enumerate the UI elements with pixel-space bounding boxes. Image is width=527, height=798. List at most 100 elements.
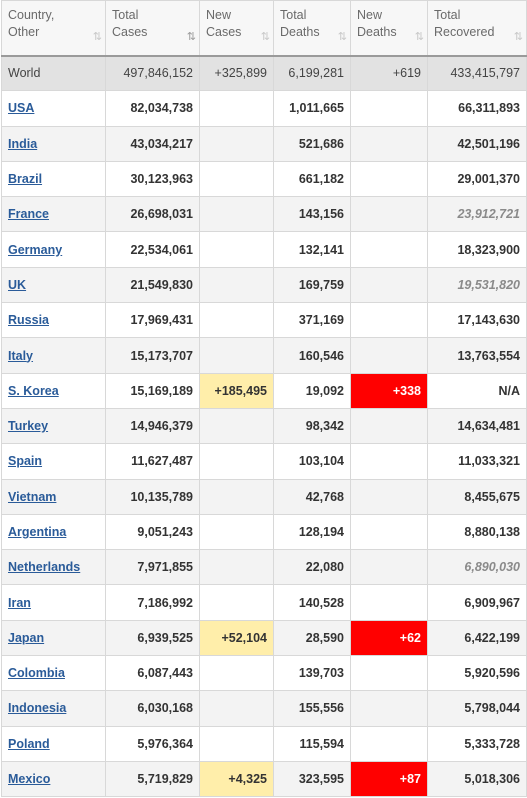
sort-icon[interactable]: ⇅ — [337, 30, 347, 43]
column-header-label: Total Deaths — [280, 8, 320, 39]
country-cell: Italy — [1, 337, 106, 374]
total-cases-cell: 9,051,243 — [105, 513, 200, 551]
table-row: Netherlands 7,971,855 22,080 6,890,030 — [1, 549, 527, 586]
total-recovered-cell: 23,912,721 — [427, 196, 527, 233]
country-cell: Mexico — [1, 760, 106, 798]
total-cases-cell: 21,549,830 — [105, 266, 200, 304]
total-deaths-cell: 28,590 — [273, 619, 351, 657]
country-cell: Iran — [1, 584, 106, 621]
total-recovered-cell: 11,033,321 — [427, 443, 527, 480]
column-header-total-cases[interactable]: Total Cases ⇅ — [105, 0, 200, 56]
header-row: Country, Other ⇅ Total Cases ⇅ New Cases ⇅ … — [1, 0, 527, 56]
country-link[interactable]: Russia — [8, 313, 49, 328]
table-row: Colombia 6,087,443 139,703 5,920,596 — [1, 655, 527, 692]
sort-icon[interactable]: ⇅ — [414, 30, 424, 43]
total-cases-cell: 17,969,431 — [105, 302, 200, 339]
country-link[interactable]: S. Korea — [8, 383, 59, 398]
total-cases-cell: 22,534,061 — [105, 231, 200, 268]
total-deaths-cell: 371,169 — [273, 302, 351, 339]
country-link[interactable]: India — [8, 136, 38, 151]
total-recovered-cell: 6,422,199 — [427, 619, 527, 657]
country-link[interactable]: Japan — [8, 630, 45, 645]
column-header-new-cases[interactable]: New Cases ⇅ — [199, 0, 274, 56]
country-link[interactable]: Brazil — [8, 172, 43, 187]
table-row: Argentina 9,051,243 128,194 8,880,138 — [1, 513, 527, 551]
column-header-total-deaths[interactable]: Total Deaths ⇅ — [273, 0, 351, 56]
table-row: USA 82,034,738 1,011,665 66,311,893 — [1, 90, 527, 127]
new-cases-cell — [199, 160, 274, 198]
new-cases-cell — [199, 443, 274, 480]
country-link[interactable]: France — [8, 207, 49, 222]
total-recovered-cell: 5,798,044 — [427, 690, 527, 727]
table-row: Turkey 14,946,379 98,342 14,634,481 — [1, 407, 527, 445]
total-recovered-cell: 66,311,893 — [427, 90, 527, 127]
total-cases-cell: 6,087,443 — [105, 655, 200, 692]
world-total-recovered: 433,415,797 — [427, 54, 527, 92]
total-cases-cell: 26,698,031 — [105, 196, 200, 233]
country-link[interactable]: UK — [8, 277, 27, 292]
total-deaths-cell: 115,594 — [273, 725, 351, 762]
country-cell: Brazil — [1, 160, 106, 198]
country-link[interactable]: Germany — [8, 242, 63, 257]
country-link[interactable]: Mexico — [8, 772, 51, 787]
column-header-label: Country, Other — [8, 8, 55, 39]
total-recovered-cell: 29,001,370 — [427, 160, 527, 198]
new-deaths-cell — [350, 584, 428, 621]
total-cases-cell: 5,719,829 — [105, 760, 200, 798]
total-cases-cell: 82,034,738 — [105, 90, 200, 127]
total-recovered-cell: 5,018,306 — [427, 760, 527, 798]
country-cell: Colombia — [1, 655, 106, 692]
world-new-cases: +325,899 — [199, 54, 274, 92]
table-row: Vietnam 10,135,789 42,768 8,455,675 — [1, 478, 527, 515]
sort-desc-icon[interactable]: ⇅ — [186, 30, 196, 43]
country-cell: Germany — [1, 231, 106, 268]
new-deaths-cell: +338 — [350, 372, 428, 409]
country-link[interactable]: Italy — [8, 348, 34, 363]
table-row: UK 21,549,830 169,759 19,531,820 — [1, 266, 527, 304]
total-recovered-cell: 6,890,030 — [427, 549, 527, 586]
total-deaths-cell: 132,141 — [273, 231, 351, 268]
new-cases-cell — [199, 584, 274, 621]
country-link[interactable]: Colombia — [8, 666, 65, 681]
column-header-new-deaths[interactable]: New Deaths ⇅ — [350, 0, 428, 56]
total-deaths-cell: 103,104 — [273, 443, 351, 480]
world-total-cases: 497,846,152 — [105, 54, 200, 92]
sort-icon[interactable]: ⇅ — [92, 30, 102, 43]
new-cases-cell — [199, 690, 274, 727]
new-cases-cell — [199, 655, 274, 692]
total-cases-cell: 15,173,707 — [105, 337, 200, 374]
total-cases-cell: 6,030,168 — [105, 690, 200, 727]
sort-icon[interactable]: ⇅ — [513, 30, 523, 43]
country-link[interactable]: Iran — [8, 595, 31, 610]
total-deaths-cell: 169,759 — [273, 266, 351, 304]
total-deaths-cell: 160,546 — [273, 337, 351, 374]
total-recovered-cell: 18,323,900 — [427, 231, 527, 268]
new-cases-cell — [199, 337, 274, 374]
country-cell: Russia — [1, 302, 106, 339]
total-cases-cell: 30,123,963 — [105, 160, 200, 198]
total-deaths-cell: 42,768 — [273, 478, 351, 515]
country-link[interactable]: Argentina — [8, 525, 67, 539]
total-recovered-cell: 13,763,554 — [427, 337, 527, 374]
country-link[interactable]: Turkey — [8, 419, 49, 434]
table-row: S. Korea 15,169,189 +185,495 19,092 +338 N/A — [1, 372, 527, 409]
total-deaths-cell: 22,080 — [273, 549, 351, 586]
total-deaths-cell: 661,182 — [273, 160, 351, 198]
new-deaths-cell — [350, 196, 428, 233]
table-row: France 26,698,031 143,156 23,912,721 — [1, 196, 527, 233]
total-deaths-cell: 323,595 — [273, 760, 351, 798]
new-cases-cell — [199, 231, 274, 268]
sort-icon[interactable]: ⇅ — [260, 30, 270, 43]
column-header-total-recovered[interactable]: Total Recovered ⇅ — [427, 0, 527, 56]
country-link[interactable]: Netherlands — [8, 560, 81, 575]
country-cell: S. Korea — [1, 372, 106, 409]
country-link[interactable]: Indonesia — [8, 701, 67, 716]
country-link[interactable]: Vietnam — [8, 489, 57, 504]
column-header-country[interactable]: Country, Other ⇅ — [1, 0, 106, 56]
country-link[interactable]: USA — [8, 101, 35, 116]
country-link[interactable]: Spain — [8, 454, 43, 469]
world-total-row: World 497,846,152 +325,899 6,199,281 +61… — [1, 54, 527, 92]
country-link[interactable]: Poland — [8, 736, 50, 751]
total-recovered-cell: 17,143,630 — [427, 302, 527, 339]
